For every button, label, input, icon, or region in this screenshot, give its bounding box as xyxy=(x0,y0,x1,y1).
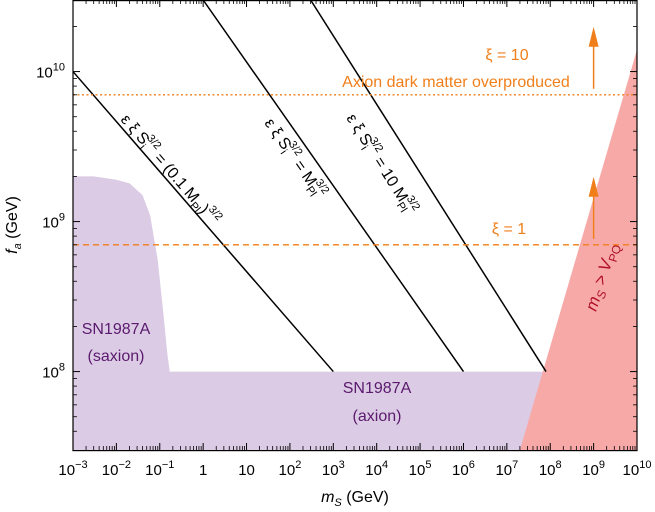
plot-frame xyxy=(72,0,638,452)
diag-label-sub: i xyxy=(358,144,369,152)
x-axis-label: mS (GeV) xyxy=(321,489,389,509)
y-axis-label-unit: (GeV) xyxy=(4,196,21,243)
x-tick-exp: −2 xyxy=(118,459,131,471)
x-tick-exp: 5 xyxy=(425,459,431,471)
y-tick-base: 10 xyxy=(42,365,59,382)
x-tick-label: 10−3 xyxy=(58,459,87,479)
x-tick-exp: 3 xyxy=(339,459,345,471)
y-tick-exp: 8 xyxy=(59,362,65,374)
sn1987a-axion-region xyxy=(168,371,638,450)
x-tick-base: 10 xyxy=(623,462,640,479)
x-tick-base: 10 xyxy=(409,462,426,479)
x-axis-label-m: m xyxy=(321,489,334,506)
x-tick-exp: −3 xyxy=(75,459,88,471)
y-tick-base: 10 xyxy=(36,65,53,82)
x-tick-exp: 7 xyxy=(512,459,518,471)
xi-10-label: ξ = 10 xyxy=(485,47,528,64)
y-tick-label: 1010 xyxy=(36,62,65,82)
x-tick-base: 10 xyxy=(365,462,382,479)
xi_1-arrow-head xyxy=(588,176,599,197)
x-tick-label: 105 xyxy=(409,459,432,479)
x-tick-base: 10 xyxy=(322,462,339,479)
axion-label-2: (axion) xyxy=(353,408,402,425)
y-tick-base: 10 xyxy=(42,215,59,232)
x-tick-exp: 4 xyxy=(382,459,388,471)
x-tick-exp: −1 xyxy=(162,459,175,471)
y-tick-exp: 9 xyxy=(59,212,65,224)
y-tick-exp: 10 xyxy=(53,62,65,74)
vpq-label-sub2: PQ xyxy=(606,243,625,264)
x-tick-label: 10 xyxy=(238,462,255,479)
x-tick-base: 10 xyxy=(279,462,296,479)
y-tick-label: 108 xyxy=(42,362,65,382)
x-tick-label: 108 xyxy=(539,459,562,479)
x-tick-exp: 10 xyxy=(639,459,651,471)
diag-label-sub: i xyxy=(278,148,289,157)
threshold-layer xyxy=(73,26,637,246)
x-tick-exp: 8 xyxy=(556,459,562,471)
x-tick-label: 107 xyxy=(495,459,518,479)
x-tick-exp: 2 xyxy=(295,459,301,471)
x-tick-label: 10−2 xyxy=(102,459,131,479)
diagonal-line-3 xyxy=(309,0,547,372)
x-tick-base: 10 xyxy=(102,462,119,479)
sn1987a-saxion-region xyxy=(73,176,170,450)
diagonal-line-2 xyxy=(202,0,465,372)
x-tick-label: 109 xyxy=(582,459,605,479)
x-tick-base: 10 xyxy=(145,462,162,479)
x-tick-base: 10 xyxy=(58,462,75,479)
x-tick-label: 103 xyxy=(322,459,345,479)
x-tick-label: 102 xyxy=(279,459,302,479)
diag-label-part: = 10 M xyxy=(368,150,411,205)
x-tick-label: 104 xyxy=(365,459,388,479)
diag-label-part: = (0.1 M xyxy=(148,147,203,206)
diagonal-label-2: ε ξ Si3/2 = MPl3/2 xyxy=(258,113,331,203)
x-tick-base: 1 xyxy=(199,462,207,479)
x-tick-exp: 6 xyxy=(469,459,475,471)
x-tick-base: 10 xyxy=(495,462,512,479)
x-tick-label: 1 xyxy=(199,462,207,479)
vpq-excluded-region xyxy=(519,49,637,450)
y-axis-label-sub: a xyxy=(12,243,24,249)
vpq-label-sub1: S xyxy=(594,289,610,301)
vpq-label-m: m xyxy=(582,294,604,313)
xi-1-label: ξ = 1 xyxy=(492,221,526,238)
x-tick-base: 10 xyxy=(452,462,469,479)
x-tick-label: 1010 xyxy=(623,459,652,479)
ticks-layer: 10−3 10−2 10−1 1 10 102 103 104 105 106 107 108 109 1… xyxy=(36,0,651,479)
diagonal-line-1 xyxy=(72,71,334,373)
lines-layer xyxy=(72,0,547,373)
diagonal-label-3: ε ξ Si3/2 = 10 MPl3/2 xyxy=(340,109,422,219)
saxion-label-1: SN1987A xyxy=(82,321,151,338)
diag-label-sub: i xyxy=(137,142,148,152)
x-tick-base: 10 xyxy=(238,462,255,479)
overproduced-label: Axion dark matter overproduced xyxy=(342,74,570,91)
x-tick-base: 10 xyxy=(539,462,556,479)
y-axis-label-f: f xyxy=(4,248,21,254)
x-axis-label-sub: S xyxy=(334,497,342,509)
x-tick-label: 10−1 xyxy=(145,459,174,479)
x-tick-exp: 9 xyxy=(599,459,605,471)
x-axis-label-unit: (GeV) xyxy=(342,489,389,506)
x-tick-base: 10 xyxy=(582,462,599,479)
saxion-label-2: (saxion) xyxy=(88,348,145,365)
x-tick-label: 106 xyxy=(452,459,475,479)
xi_10-arrow-head xyxy=(588,26,599,47)
axion-label-1: SN1987A xyxy=(343,380,412,397)
y-tick-label: 109 xyxy=(42,212,65,232)
y-axis-label: fa (GeV) xyxy=(4,196,24,254)
